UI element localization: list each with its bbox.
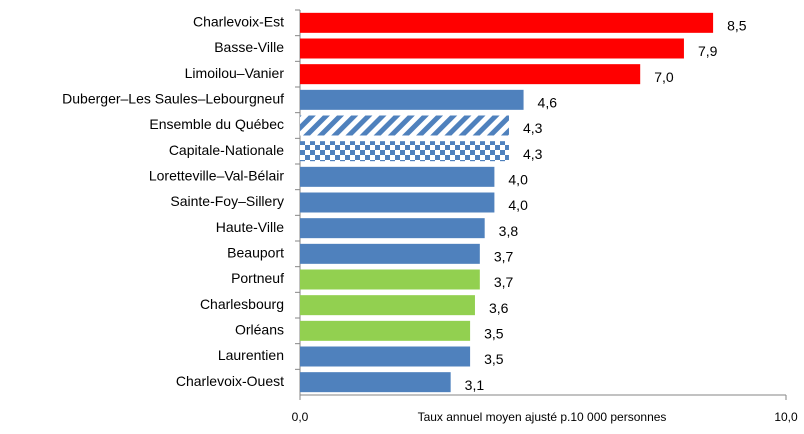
x-tick-label: 10,0 [774, 410, 798, 424]
value-label: 4,0 [508, 197, 528, 213]
x-tick-label: 0,0 [292, 410, 309, 424]
bar [300, 192, 495, 213]
bar [300, 372, 451, 393]
y-tick-label: Charlesbourg [200, 296, 284, 312]
bar [300, 64, 641, 85]
x-axis-label: Taux annuel moyen ajusté p.10 000 person… [418, 410, 667, 424]
value-label: 3,7 [494, 249, 514, 265]
value-label: 3,5 [484, 326, 504, 342]
bar [300, 38, 684, 59]
y-tick-label: Haute-Ville [216, 219, 284, 235]
bar [300, 12, 714, 33]
y-tick-label: Portneuf [231, 270, 284, 286]
bar [300, 218, 485, 239]
y-tick-label: Duberger–Les Saules–Lebourgneuf [62, 91, 284, 107]
bar [300, 243, 480, 264]
value-label: 4,6 [538, 95, 558, 111]
bar [300, 141, 509, 162]
y-tick-label: Limoilou–Vanier [185, 65, 285, 81]
bar [300, 320, 471, 341]
value-label: 7,9 [698, 43, 718, 59]
y-tick-label: Charlevoix-Est [193, 14, 284, 30]
value-label: 4,0 [508, 172, 528, 188]
y-tick-label: Ensemble du Québec [149, 116, 284, 132]
value-label: 8,5 [727, 18, 747, 34]
y-tick-label: Orléans [235, 322, 284, 338]
bar [300, 295, 475, 316]
value-label: 3,1 [465, 377, 485, 393]
bar [300, 89, 524, 110]
value-label: 4,3 [523, 146, 543, 162]
y-tick-label: Loretteville–Val-Bélair [149, 168, 284, 184]
bar [300, 346, 471, 367]
value-label: 3,6 [489, 300, 509, 316]
y-tick-label: Capitale-Nationale [169, 142, 284, 158]
value-label: 4,3 [523, 120, 543, 136]
value-label: 7,0 [654, 69, 674, 85]
value-label: 3,7 [494, 274, 514, 290]
y-tick-label: Charlevoix-Ouest [176, 373, 284, 389]
value-label: 3,5 [484, 351, 504, 367]
y-tick-label: Laurentien [218, 347, 284, 363]
value-label: 3,8 [499, 223, 519, 239]
bar [300, 269, 480, 290]
bar [300, 166, 495, 187]
y-tick-label: Beauport [227, 245, 284, 261]
bar [300, 115, 509, 136]
y-tick-label: Sainte-Foy–Sillery [170, 193, 284, 209]
y-tick-label: Basse-Ville [214, 39, 284, 55]
